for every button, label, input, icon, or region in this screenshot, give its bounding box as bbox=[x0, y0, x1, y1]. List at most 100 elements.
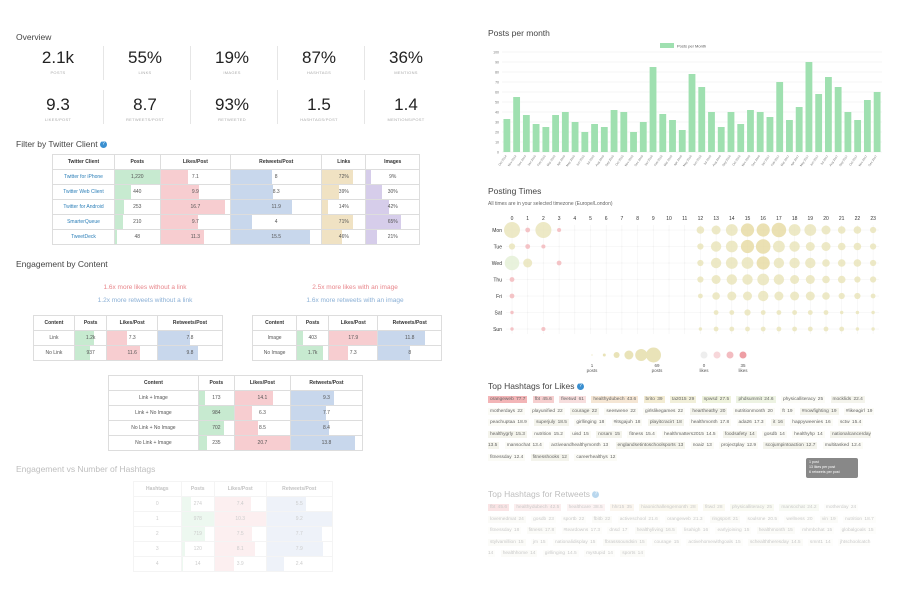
hashtag-chip[interactable]: nationalidisplay 15 bbox=[552, 538, 598, 546]
hashtag-chip[interactable]: happyweenies 16 bbox=[790, 419, 833, 426]
hashtag-chip[interactable]: fitwd 28 bbox=[702, 504, 725, 511]
hashtag-chip[interactable]: fitnesshooks 12 bbox=[530, 453, 569, 461]
hashtag-chip[interactable]: fbt 45.6 bbox=[532, 396, 554, 403]
hashtag-chip[interactable]: ncsam 15 bbox=[596, 430, 622, 438]
hashtag-chip[interactable]: courage 22 bbox=[570, 407, 600, 415]
hashtag-chip[interactable]: stylvamillion 15 bbox=[488, 538, 526, 546]
hashtag-chip[interactable]: healthyhp 14 bbox=[792, 430, 825, 438]
hashtag-chip[interactable]: #likeagirl 19 bbox=[843, 407, 875, 415]
hashtag-chip[interactable]: seeswene 22 bbox=[604, 407, 638, 415]
hashtag-chip[interactable]: schealththeresday 14.5 bbox=[747, 538, 803, 546]
column-header[interactable]: Twitter Client bbox=[52, 154, 115, 170]
client-link[interactable]: Twitter for iPhone bbox=[52, 169, 115, 185]
hashtag-chip[interactable]: uisd 15 bbox=[570, 430, 591, 438]
hashtag-chip[interactable]: superjuly 18.5 bbox=[534, 419, 569, 426]
hashtag-chip[interactable]: fbrasssoundsin 15 bbox=[602, 538, 647, 546]
hashtag-chip[interactable]: soulsme 20.5 bbox=[745, 515, 780, 523]
hashtag-chip[interactable]: orangeweb 77.7 bbox=[488, 396, 528, 403]
hashtag-chip[interactable]: playitcracirt 18 bbox=[647, 419, 684, 426]
hashtag-chip[interactable]: sctw 15.4 bbox=[837, 419, 864, 426]
question-icon[interactable]: ? bbox=[99, 141, 107, 149]
hashtag-chip[interactable]: phdsummit 24.6 bbox=[736, 396, 776, 403]
hashtag-chip[interactable]: hhr15 35 bbox=[610, 504, 634, 511]
hashtag-chip[interactable]: physicalliteracy 25 bbox=[729, 504, 775, 511]
hashtag-chip[interactable]: healthcare 38.5 bbox=[566, 504, 605, 511]
hashtag-chip[interactable]: motherdays 22 bbox=[488, 407, 525, 415]
hashtag-chip[interactable]: #nowfighting 19 bbox=[799, 407, 839, 415]
hashtag-chip[interactable]: earlyjoining 15 bbox=[715, 527, 752, 534]
hashtag-chip[interactable]: nutritionmonth 20 bbox=[732, 407, 775, 415]
hashtag-chip[interactable]: multitasked 12.4 bbox=[822, 442, 863, 449]
hashtag-chip[interactable]: fitness 17.8 bbox=[526, 527, 557, 534]
hashtag-chip[interactable]: wellness 20 bbox=[784, 515, 815, 523]
hashtag-chip[interactable]: it 16 bbox=[770, 419, 785, 426]
hashtag-chip[interactable]: activeschool 21.6 bbox=[617, 515, 660, 523]
hashtag-chip[interactable]: sportb 22 bbox=[561, 515, 587, 523]
hashtag-chip[interactable]: orangeweb 21.3 bbox=[665, 515, 705, 523]
hashtag-chip[interactable]: mystupid 14 bbox=[584, 550, 615, 557]
column-header[interactable]: Retweets/Post bbox=[230, 154, 323, 170]
hashtag-chip[interactable]: mhmbchat 15 bbox=[800, 527, 835, 534]
hashtag-chip[interactable]: nutrition 18.7 bbox=[843, 515, 876, 523]
hashtag-chip[interactable]: girllinging 18 bbox=[574, 419, 607, 426]
hashtag-chip[interactable]: fleetwd 61 bbox=[559, 396, 586, 403]
column-header[interactable]: Retweets/Post bbox=[377, 315, 442, 331]
column-header[interactable]: Likes/Post bbox=[106, 315, 158, 331]
hashtag-chip[interactable]: girllinging 14.5 bbox=[542, 550, 579, 557]
hashtag-chip[interactable]: smnt1 14 bbox=[807, 538, 833, 546]
column-header[interactable]: Retweets/Post bbox=[156, 315, 224, 331]
hashtag-chip[interactable]: healthhome 14 bbox=[500, 550, 538, 557]
hashtag-chip[interactable]: #teardowns 17.3 bbox=[561, 527, 602, 534]
column-header[interactable]: Retweets/Post bbox=[289, 375, 364, 391]
hashtag-chip[interactable]: mocklids 22.4 bbox=[830, 396, 865, 403]
column-header[interactable]: Links bbox=[321, 154, 367, 170]
hashtag-chip[interactable]: hiaonichallengemonth 28 bbox=[639, 504, 698, 511]
hashtag-chip[interactable]: scojumpintoaction 12.7 bbox=[763, 442, 818, 449]
hashtag-chip[interactable]: #itsgajuh 18 bbox=[611, 419, 643, 426]
table-row[interactable]: Twitter for iPhone 1,220 7.1 8 72% 9% bbox=[52, 169, 420, 185]
client-link[interactable]: SmarterQueue bbox=[52, 214, 115, 230]
question-icon[interactable]: ? bbox=[592, 491, 600, 499]
hashtag-chip[interactable]: ringsport 21 bbox=[709, 515, 741, 523]
hashtag-chip[interactable]: npwsd 27.5 bbox=[701, 396, 732, 403]
hashtag-chip[interactable]: healthydubech 42.5 bbox=[514, 504, 562, 511]
hashtag-chip[interactable]: fitness 15.4 bbox=[627, 430, 657, 438]
hashtag-chip[interactable]: heartheathy 20 bbox=[690, 407, 728, 415]
hashtag-chip[interactable]: fitnessday 18 bbox=[488, 527, 522, 534]
hashtag-chip[interactable]: gosdb 14 bbox=[762, 430, 787, 438]
hashtag-chip[interactable]: fitnessday 12.4 bbox=[488, 453, 526, 461]
hashtag-chip[interactable]: projectplay 12.9 bbox=[719, 442, 759, 449]
hashtag-chip[interactable]: gosdb 23 bbox=[531, 515, 556, 523]
hashtag-chip[interactable]: courage 15 bbox=[652, 538, 682, 546]
client-link[interactable]: Twitter Web Client bbox=[52, 184, 115, 200]
hashtag-chip[interactable]: activeandhealthymonth 13 bbox=[549, 442, 611, 449]
column-header[interactable]: Likes/Post bbox=[328, 315, 379, 331]
column-header[interactable]: Likes/Post bbox=[213, 481, 267, 497]
client-link[interactable]: TweetDeck bbox=[52, 229, 115, 245]
hashtag-chip[interactable]: fbt 45.6 bbox=[488, 504, 510, 511]
question-icon[interactable]: ? bbox=[576, 383, 584, 391]
column-header[interactable]: Posts bbox=[73, 315, 108, 331]
hashtag-chip[interactable]: healthygrly 15.3 bbox=[488, 430, 527, 438]
column-header[interactable]: Content bbox=[33, 315, 75, 331]
client-link[interactable]: Twitter for Android bbox=[52, 199, 115, 215]
hashtag-chip[interactable]: mansochat 24.2 bbox=[779, 504, 819, 511]
hashtag-chip[interactable]: motherday 24 bbox=[823, 504, 859, 511]
hashtag-chip[interactable]: ft 19 bbox=[780, 407, 795, 415]
hashtag-chip[interactable]: foodsafety 14 bbox=[722, 430, 757, 438]
hashtag-chip[interactable]: englandsetintoschoolsports 13 bbox=[615, 442, 686, 449]
column-header[interactable]: Posts bbox=[197, 375, 235, 391]
column-header[interactable]: Hashtags bbox=[133, 481, 182, 497]
column-header[interactable]: Likes/Post bbox=[233, 375, 291, 391]
table-row[interactable]: SmarterQueue 210 9.7 4 71% 65% bbox=[52, 214, 420, 230]
column-header[interactable]: Likes/Post bbox=[159, 154, 232, 170]
table-row[interactable]: Twitter Web Client 440 9.9 8.3 39% 30% bbox=[52, 184, 420, 200]
hashtag-chip[interactable]: playunified 22 bbox=[530, 407, 565, 415]
hashtag-chip[interactable]: healthydubech 43.6 bbox=[591, 396, 639, 403]
hashtag-chip[interactable]: brito 39 bbox=[643, 396, 665, 403]
column-header[interactable]: Posts bbox=[114, 154, 161, 170]
hashtag-chip[interactable]: sports 14 bbox=[620, 550, 646, 557]
table-row[interactable]: Twitter for Android 253 16.7 11.9 14% 42% bbox=[52, 199, 420, 215]
hashtag-chip[interactable]: nutrition 15.2 bbox=[532, 430, 565, 438]
hashtag-chip[interactable]: dnsd 17 bbox=[607, 527, 630, 534]
